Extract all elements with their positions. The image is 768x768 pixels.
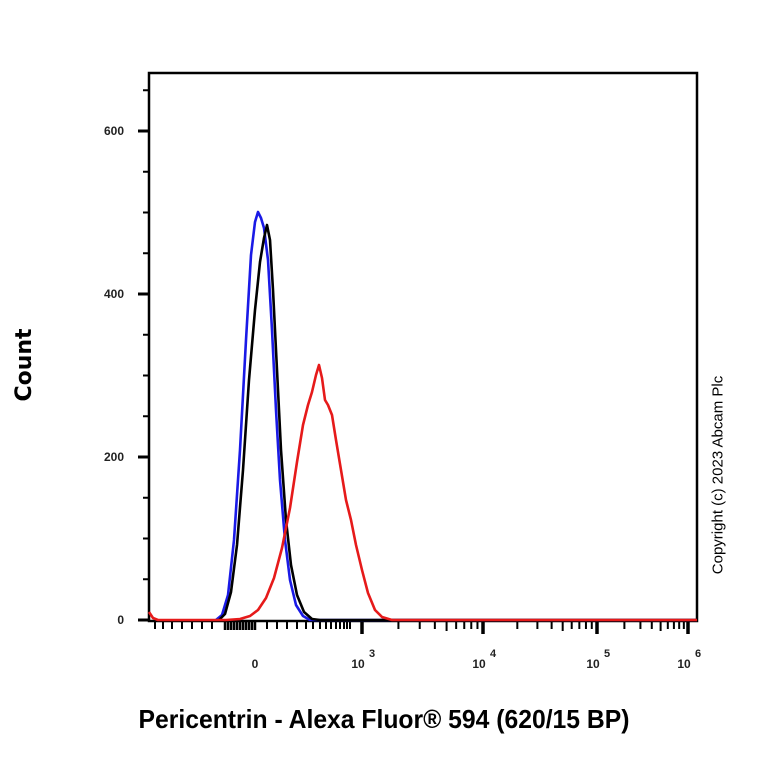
x-axis-ticks	[154, 622, 690, 634]
y-tick-label: 200	[104, 450, 124, 464]
copyright-text: Copyright (c) 2023 Abcam Plc	[709, 375, 727, 575]
svg-text:3: 3	[369, 648, 375, 660]
x-tick-label: 10 4	[472, 648, 497, 671]
x-axis-label: Pericentrin - Alexa Fluor® 594 (620/15 B…	[138, 704, 630, 734]
svg-text:10: 10	[351, 657, 365, 671]
y-tick-label: 600	[104, 124, 124, 138]
y-axis-ticks	[138, 89, 149, 622]
histogram-series	[147, 210, 697, 622]
svg-text:4: 4	[490, 648, 497, 660]
y-tick-label: 400	[104, 287, 124, 301]
svg-text:10: 10	[586, 657, 600, 671]
x-tick-label: 10 5	[586, 648, 610, 671]
series-black-isotype	[218, 223, 697, 622]
x-tick-label: 10 3	[351, 648, 375, 671]
x-tick-labels: 0 10 3 10 4 10 5 10 6	[252, 648, 701, 671]
plot-frame	[147, 71, 699, 623]
svg-text:0: 0	[252, 657, 259, 671]
x-tick-label: 0	[252, 657, 259, 671]
series-blue-control	[215, 210, 697, 622]
x-tick-label: 10 6	[677, 648, 701, 671]
svg-text:5: 5	[604, 648, 610, 660]
y-tick-label: 0	[117, 613, 124, 627]
y-tick-labels: 0 200 400 600	[104, 124, 124, 627]
series-red-pericentrin	[147, 363, 697, 622]
y-axis-label: Count	[11, 328, 37, 402]
svg-text:10: 10	[677, 657, 691, 671]
svg-text:6: 6	[695, 648, 701, 660]
svg-text:10: 10	[472, 657, 486, 671]
